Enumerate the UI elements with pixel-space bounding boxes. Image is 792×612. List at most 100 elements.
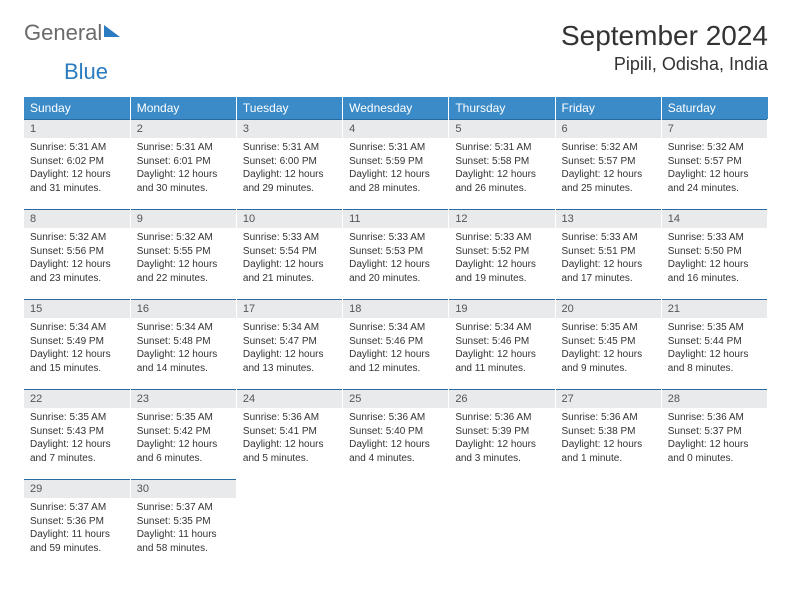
day-number: 1 <box>24 120 130 138</box>
day-details: Sunrise: 5:31 AMSunset: 5:59 PMDaylight:… <box>343 138 448 201</box>
weekday-header: Saturday <box>661 97 767 120</box>
day-cell: 9Sunrise: 5:32 AMSunset: 5:55 PMDaylight… <box>130 210 236 300</box>
day-cell <box>449 480 555 570</box>
day-details: Sunrise: 5:36 AMSunset: 5:40 PMDaylight:… <box>343 408 448 471</box>
day-cell: 2Sunrise: 5:31 AMSunset: 6:01 PMDaylight… <box>130 120 236 210</box>
weekday-header: Thursday <box>449 97 555 120</box>
day-number: 11 <box>343 210 448 228</box>
day-number: 17 <box>237 300 342 318</box>
day-details: Sunrise: 5:34 AMSunset: 5:49 PMDaylight:… <box>24 318 130 381</box>
day-details: Sunrise: 5:37 AMSunset: 5:36 PMDaylight:… <box>24 498 130 561</box>
day-number: 2 <box>131 120 236 138</box>
sail-icon <box>104 25 120 37</box>
day-cell: 15Sunrise: 5:34 AMSunset: 5:49 PMDayligh… <box>24 300 130 390</box>
location-text: Pipili, Odisha, India <box>561 54 768 75</box>
weekday-header: Tuesday <box>236 97 342 120</box>
day-cell: 18Sunrise: 5:34 AMSunset: 5:46 PMDayligh… <box>343 300 449 390</box>
day-cell: 12Sunrise: 5:33 AMSunset: 5:52 PMDayligh… <box>449 210 555 300</box>
day-cell: 11Sunrise: 5:33 AMSunset: 5:53 PMDayligh… <box>343 210 449 300</box>
day-number: 15 <box>24 300 130 318</box>
day-details: Sunrise: 5:33 AMSunset: 5:52 PMDaylight:… <box>449 228 554 291</box>
day-cell: 27Sunrise: 5:36 AMSunset: 5:38 PMDayligh… <box>555 390 661 480</box>
day-details: Sunrise: 5:36 AMSunset: 5:38 PMDaylight:… <box>556 408 661 471</box>
day-cell: 20Sunrise: 5:35 AMSunset: 5:45 PMDayligh… <box>555 300 661 390</box>
day-cell: 21Sunrise: 5:35 AMSunset: 5:44 PMDayligh… <box>661 300 767 390</box>
day-details: Sunrise: 5:37 AMSunset: 5:35 PMDaylight:… <box>131 498 236 561</box>
day-cell: 19Sunrise: 5:34 AMSunset: 5:46 PMDayligh… <box>449 300 555 390</box>
day-number: 6 <box>556 120 661 138</box>
day-cell: 6Sunrise: 5:32 AMSunset: 5:57 PMDaylight… <box>555 120 661 210</box>
month-title: September 2024 <box>561 20 768 52</box>
day-number: 3 <box>237 120 342 138</box>
day-number: 14 <box>662 210 767 228</box>
brand-part1: General <box>24 20 102 46</box>
day-details: Sunrise: 5:32 AMSunset: 5:56 PMDaylight:… <box>24 228 130 291</box>
day-cell: 22Sunrise: 5:35 AMSunset: 5:43 PMDayligh… <box>24 390 130 480</box>
weekday-header-row: Sunday Monday Tuesday Wednesday Thursday… <box>24 97 768 120</box>
brand-logo: General <box>24 20 122 46</box>
day-cell: 16Sunrise: 5:34 AMSunset: 5:48 PMDayligh… <box>130 300 236 390</box>
brand-part2: Blue <box>64 59 108 84</box>
day-number: 28 <box>662 390 767 408</box>
day-number: 29 <box>24 480 130 498</box>
day-details: Sunrise: 5:35 AMSunset: 5:43 PMDaylight:… <box>24 408 130 471</box>
day-details: Sunrise: 5:34 AMSunset: 5:46 PMDaylight:… <box>343 318 448 381</box>
day-number: 12 <box>449 210 554 228</box>
day-cell: 26Sunrise: 5:36 AMSunset: 5:39 PMDayligh… <box>449 390 555 480</box>
day-number: 19 <box>449 300 554 318</box>
week-row: 15Sunrise: 5:34 AMSunset: 5:49 PMDayligh… <box>24 300 768 390</box>
weekday-header: Friday <box>555 97 661 120</box>
day-details: Sunrise: 5:35 AMSunset: 5:44 PMDaylight:… <box>662 318 767 381</box>
day-number: 8 <box>24 210 130 228</box>
weekday-header: Wednesday <box>343 97 449 120</box>
day-number: 20 <box>556 300 661 318</box>
day-details: Sunrise: 5:33 AMSunset: 5:54 PMDaylight:… <box>237 228 342 291</box>
day-cell: 10Sunrise: 5:33 AMSunset: 5:54 PMDayligh… <box>236 210 342 300</box>
day-cell: 1Sunrise: 5:31 AMSunset: 6:02 PMDaylight… <box>24 120 130 210</box>
day-details: Sunrise: 5:32 AMSunset: 5:55 PMDaylight:… <box>131 228 236 291</box>
day-cell <box>555 480 661 570</box>
day-cell: 23Sunrise: 5:35 AMSunset: 5:42 PMDayligh… <box>130 390 236 480</box>
day-details: Sunrise: 5:32 AMSunset: 5:57 PMDaylight:… <box>662 138 767 201</box>
day-cell: 17Sunrise: 5:34 AMSunset: 5:47 PMDayligh… <box>236 300 342 390</box>
day-cell: 25Sunrise: 5:36 AMSunset: 5:40 PMDayligh… <box>343 390 449 480</box>
day-number: 25 <box>343 390 448 408</box>
day-cell: 29Sunrise: 5:37 AMSunset: 5:36 PMDayligh… <box>24 480 130 570</box>
day-details: Sunrise: 5:31 AMSunset: 5:58 PMDaylight:… <box>449 138 554 201</box>
day-details: Sunrise: 5:31 AMSunset: 6:01 PMDaylight:… <box>131 138 236 201</box>
day-cell <box>661 480 767 570</box>
day-cell: 3Sunrise: 5:31 AMSunset: 6:00 PMDaylight… <box>236 120 342 210</box>
day-cell: 30Sunrise: 5:37 AMSunset: 5:35 PMDayligh… <box>130 480 236 570</box>
day-cell: 24Sunrise: 5:36 AMSunset: 5:41 PMDayligh… <box>236 390 342 480</box>
day-cell: 7Sunrise: 5:32 AMSunset: 5:57 PMDaylight… <box>661 120 767 210</box>
day-details: Sunrise: 5:34 AMSunset: 5:48 PMDaylight:… <box>131 318 236 381</box>
day-number: 10 <box>237 210 342 228</box>
day-details: Sunrise: 5:36 AMSunset: 5:39 PMDaylight:… <box>449 408 554 471</box>
day-details: Sunrise: 5:35 AMSunset: 5:45 PMDaylight:… <box>556 318 661 381</box>
day-cell: 5Sunrise: 5:31 AMSunset: 5:58 PMDaylight… <box>449 120 555 210</box>
day-number: 21 <box>662 300 767 318</box>
day-number: 4 <box>343 120 448 138</box>
day-details: Sunrise: 5:32 AMSunset: 5:57 PMDaylight:… <box>556 138 661 201</box>
day-number: 18 <box>343 300 448 318</box>
weekday-header: Sunday <box>24 97 130 120</box>
day-cell: 8Sunrise: 5:32 AMSunset: 5:56 PMDaylight… <box>24 210 130 300</box>
day-details: Sunrise: 5:33 AMSunset: 5:53 PMDaylight:… <box>343 228 448 291</box>
day-cell <box>236 480 342 570</box>
week-row: 1Sunrise: 5:31 AMSunset: 6:02 PMDaylight… <box>24 120 768 210</box>
day-cell: 13Sunrise: 5:33 AMSunset: 5:51 PMDayligh… <box>555 210 661 300</box>
day-number: 30 <box>131 480 236 498</box>
day-details: Sunrise: 5:33 AMSunset: 5:50 PMDaylight:… <box>662 228 767 291</box>
day-number: 9 <box>131 210 236 228</box>
day-number: 27 <box>556 390 661 408</box>
day-number: 13 <box>556 210 661 228</box>
day-number: 24 <box>237 390 342 408</box>
weekday-header: Monday <box>130 97 236 120</box>
day-cell: 4Sunrise: 5:31 AMSunset: 5:59 PMDaylight… <box>343 120 449 210</box>
day-details: Sunrise: 5:35 AMSunset: 5:42 PMDaylight:… <box>131 408 236 471</box>
calendar-table: Sunday Monday Tuesday Wednesday Thursday… <box>24 97 768 570</box>
day-number: 16 <box>131 300 236 318</box>
day-number: 7 <box>662 120 767 138</box>
title-block: September 2024 Pipili, Odisha, India <box>561 20 768 75</box>
day-details: Sunrise: 5:33 AMSunset: 5:51 PMDaylight:… <box>556 228 661 291</box>
